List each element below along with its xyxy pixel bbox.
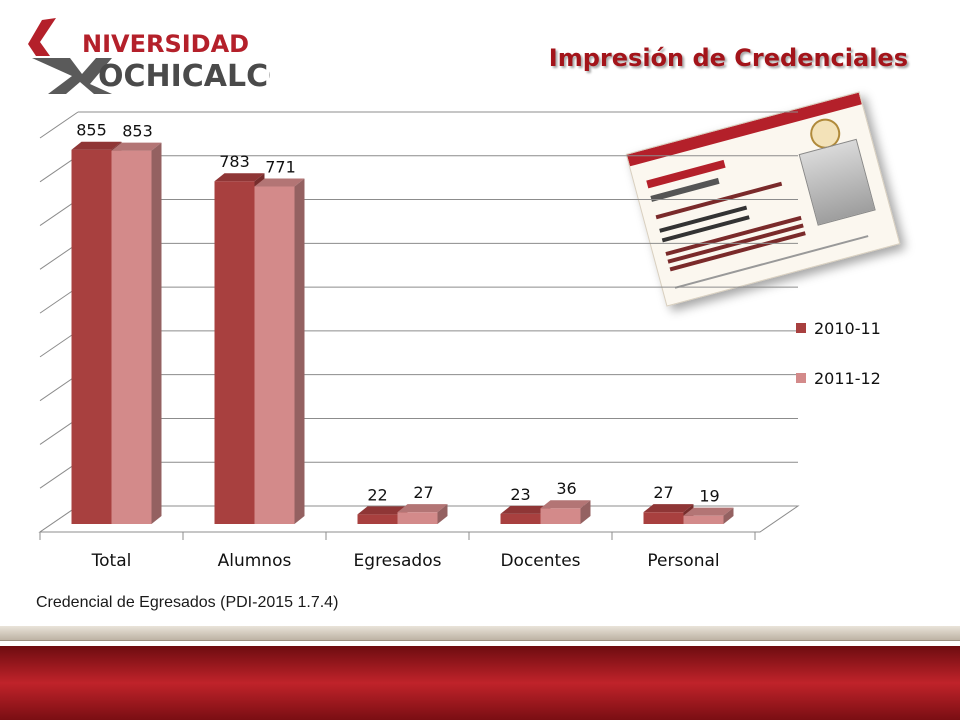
legend-label-2010-11: 2010-11 bbox=[814, 318, 881, 338]
legend-item-2011-12: 2011-12 bbox=[796, 364, 881, 392]
bar-total-2011-12 bbox=[111, 150, 152, 524]
data-label-docentes-2010-11: 23 bbox=[510, 485, 530, 504]
bar-alumnos-2011-12 bbox=[254, 186, 295, 524]
data-label-egresados-2011-12: 27 bbox=[413, 483, 433, 502]
bar-personal-2010-11-top bbox=[643, 504, 694, 513]
bar-total-2011-12-side bbox=[151, 142, 162, 524]
chart-caption: Credencial de Egresados (PDI-2015 1.7.4) bbox=[36, 594, 339, 611]
data-label-alumnos-2011-12: 771 bbox=[265, 157, 296, 176]
page-title: Impresión de Credenciales bbox=[548, 44, 908, 72]
bar-total-2010-11 bbox=[71, 149, 112, 524]
bar-docentes-2010-11-top bbox=[500, 505, 551, 514]
bar-alumnos-2010-11-top bbox=[214, 173, 265, 182]
data-label-total-2010-11: 855 bbox=[76, 121, 107, 140]
category-label-docentes: Docentes bbox=[500, 551, 580, 571]
gridline-side bbox=[39, 111, 79, 139]
legend-swatch-2011-12 bbox=[796, 373, 806, 383]
bar-egresados-2010-11-top bbox=[357, 506, 408, 515]
category-label-total: Total bbox=[91, 551, 132, 571]
category-label-egresados: Egresados bbox=[354, 551, 442, 571]
bar-total-2010-11-top bbox=[71, 141, 122, 150]
svg-text:OCHICALCO: OCHICALCO bbox=[98, 59, 270, 94]
bar-docentes-2011-12-top bbox=[540, 500, 591, 509]
data-label-egresados-2010-11: 22 bbox=[367, 485, 387, 504]
data-label-total-2011-12: 853 bbox=[122, 122, 153, 141]
svg-text:NIVERSIDAD: NIVERSIDAD bbox=[82, 30, 249, 58]
bar-docentes-2011-12-side bbox=[580, 500, 591, 524]
legend-swatch-2010-11 bbox=[796, 323, 806, 333]
legend-item-2010-11: 2010-11 bbox=[796, 314, 881, 342]
category-label-personal: Personal bbox=[647, 551, 719, 571]
bar-egresados-2011-12-side bbox=[437, 504, 448, 524]
data-label-personal-2010-11: 27 bbox=[653, 483, 673, 502]
bar-docentes-2011-12 bbox=[540, 508, 581, 524]
bar-egresados-2011-12 bbox=[397, 512, 438, 524]
bar-personal-2011-12-side bbox=[723, 507, 734, 524]
bar-egresados-2011-12-top bbox=[397, 504, 448, 513]
bar-alumnos-2010-11 bbox=[214, 181, 255, 524]
footer-divider bbox=[0, 626, 960, 641]
bar-alumnos-2011-12-top bbox=[254, 178, 305, 187]
data-label-docentes-2011-12: 36 bbox=[556, 479, 576, 498]
chart-legend: 2010-11 2011-12 bbox=[796, 314, 881, 414]
legend-label-2011-12: 2011-12 bbox=[814, 368, 881, 388]
data-label-alumnos-2010-11: 783 bbox=[219, 152, 250, 171]
bar-personal-2011-12-top bbox=[683, 507, 734, 516]
footer-band bbox=[0, 646, 960, 720]
category-label-alumnos: Alumnos bbox=[218, 551, 292, 571]
bar-alumnos-2011-12-side bbox=[294, 178, 305, 524]
bar-personal-2010-11 bbox=[643, 512, 684, 524]
data-label-personal-2011-12: 19 bbox=[699, 487, 719, 506]
bar-total-2011-12-top bbox=[111, 142, 162, 151]
bar-docentes-2010-11 bbox=[500, 513, 541, 524]
bar-personal-2011-12 bbox=[683, 515, 724, 524]
bar-egresados-2010-11 bbox=[357, 514, 398, 524]
universidad-xochicalco-logo: NIVERSIDAD OCHICALCO bbox=[28, 18, 270, 94]
